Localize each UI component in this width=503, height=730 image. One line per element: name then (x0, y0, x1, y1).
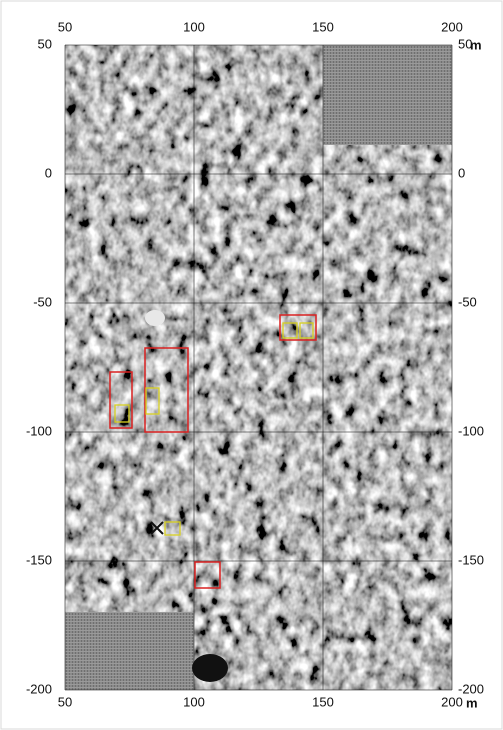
x-tick-label-top: 100 (183, 19, 205, 34)
grid (64, 44, 453, 691)
x-tick-label-bottom: 100 (183, 694, 205, 709)
y-tick-label-left: -150 (26, 552, 52, 567)
feature-box (145, 387, 160, 415)
no-data-area (323, 45, 452, 145)
anomaly (145, 310, 165, 326)
x-tick-label-top: 200 (441, 19, 463, 34)
feature-box (114, 404, 130, 423)
y-tick-label-right: -100 (458, 423, 484, 438)
magnetometry-texture (65, 45, 452, 690)
feature-box (299, 322, 314, 339)
y-tick-label-left: 0 (45, 165, 52, 180)
y-tick-label-right: -50 (458, 294, 477, 309)
survey-image (65, 45, 452, 690)
feature-box (194, 561, 221, 589)
unit-label: m (466, 695, 478, 710)
x-tick-label-bottom: 50 (58, 694, 72, 709)
x-tick-label-bottom: 150 (312, 694, 334, 709)
x-marker (150, 521, 164, 535)
features-yellow (114, 322, 314, 536)
features-red (109, 314, 317, 589)
x-tick-label-top: 150 (312, 19, 334, 34)
y-tick-label-right: -200 (458, 681, 484, 696)
x-tick-label-top: 50 (58, 19, 72, 34)
y-tick-label-left: -200 (26, 681, 52, 696)
x-tick-label-bottom: 200 (441, 694, 463, 709)
y-tick-label-right: -150 (458, 552, 484, 567)
y-tick-label-left: -100 (26, 423, 52, 438)
feature-box (279, 314, 317, 341)
no-data-area (65, 612, 194, 690)
feature-box (109, 371, 133, 429)
y-tick-label-right: 50 (458, 36, 472, 51)
y-tick-label-right: 0 (458, 165, 465, 180)
unit-label: m (470, 37, 482, 52)
y-tick-label-left: 50 (38, 36, 52, 51)
feature-box (164, 521, 181, 536)
y-tick-label-left: -50 (33, 294, 52, 309)
feature-box (144, 347, 189, 433)
anomaly (192, 654, 228, 682)
feature-box (282, 322, 298, 339)
